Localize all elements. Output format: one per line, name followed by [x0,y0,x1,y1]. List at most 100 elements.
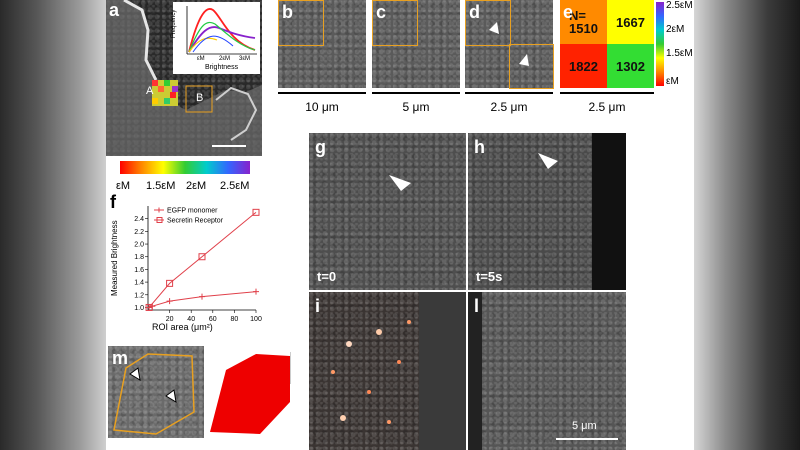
chart-legend-marker-1 [156,217,163,223]
panel-e-cell-2: 1667 [607,0,654,44]
inset-histogram: Frequency εM 2εM 3εM Brightness [171,2,260,74]
chart-ytick-label-0: 1.0 [134,305,144,312]
panel-a-label: a [109,0,120,20]
panel-g-time: t=0 [317,269,337,284]
panel-d-label: d [469,2,480,22]
background-blur-left [0,0,106,450]
panel-i-right-region [419,292,466,450]
chart-point-0-4 [253,288,259,295]
panel-b-roi-box [278,0,324,46]
panel-m-outline [113,353,195,435]
panel-g-arrow [389,175,411,191]
panel-c-image: c [372,0,460,88]
colorbar-horizontal [120,161,250,174]
chart-xtick-label-2: 60 [209,316,217,323]
chart-xtick-label-3: 80 [231,316,239,323]
colorbar-v-tick-4: εM [666,76,679,87]
colorbar-h-tick-3: 2εM [186,180,207,192]
chart-xtick-label-4: 100 [250,316,262,323]
inset-ylabel: Frequency [171,9,177,38]
panel-m-label: m [112,348,129,368]
chart-point-1-2 [198,253,206,261]
colorbar-v-tick-1: 2.5εM [666,0,693,11]
panel-e-cell-1: N= 1510 [560,0,607,44]
chart-ytick-label-4: 1.8 [134,254,144,261]
chart-point-1-0 [145,303,153,311]
divider-line [290,352,291,384]
chart-legend-label-1: Secretin Receptor [167,218,224,225]
panel-l-label: l [474,296,480,316]
panel-g-label: g [315,137,326,157]
colorbar-h-tick-1: εM [116,180,131,192]
chart-ytick-label-1: 1.2 [134,292,144,299]
scalebar-c [372,92,460,94]
panel-m-mask [210,354,290,434]
panel-h-arrow [538,153,558,169]
chart-ytick-label-3: 1.6 [134,267,144,274]
scalebar-d [465,92,553,94]
chart-series-line-0 [148,291,257,308]
inset-xlabel: Brightness [205,64,239,71]
panel-c-roi-box [372,0,418,46]
inset-tick-3: 3εM [239,56,251,62]
panel-i-spots [331,320,411,424]
chart-ytick-label-6: 2.2 [134,229,144,236]
panel-e-label: e [563,2,574,22]
figure: a A B Frequency εM 2εM 3εM Brightness εM… [106,0,694,450]
chart-xlabel: ROI area (μm²) [152,322,213,332]
chart-series-line-1 [148,211,257,308]
panel-e-cell-3: 1822 [560,44,607,88]
panel-e-cell-4: 1302 [607,44,654,88]
panel-d-roi-box-2 [509,44,554,89]
panel-e-grid: N= 1510 1667 1822 1302 e [560,0,654,88]
colorbar-v-tick-2: 2εM [666,24,685,35]
panel-b-label: b [282,2,293,22]
chart-legend-label-0: EGFP monomer [167,208,218,215]
chart-point-0-2 [166,298,173,305]
scale-e-label: 2.5 μm [588,100,626,114]
panel-l-scalebar [556,438,618,440]
cell-outline [106,0,262,156]
scale-c-label: 5 μm [402,100,430,114]
panel-d-image: d [465,0,554,89]
chart-point-1-1 [166,279,174,287]
chart-point-0-3 [199,293,205,300]
panel-d-arrows [489,22,529,66]
panel-i-label: i [315,296,321,316]
chart-point-1-3 [252,208,260,216]
inset-histogram-plot [186,6,257,55]
colorbar-h-tick-4: 2.5εM [220,180,250,192]
colorbar-vertical [656,2,664,86]
panel-m-image: m [108,346,204,438]
panel-f-chart: 20 40 60 80 100 1.0 1.2 1.4 1.6 1.8 2.0 2.2 2.4 EGFP … [134,206,262,323]
colorbar-h-tick-2: 1.5εM [146,180,176,192]
chart-xtick-label-1: 40 [187,316,195,323]
roi-a-label: A [146,85,154,97]
panel-h-dark-region [592,133,626,290]
panel-f-label: f [110,192,116,212]
panel-b-image: b [278,0,366,88]
panel-h-label: h [474,137,485,157]
panel-h-time: t=5s [476,269,503,284]
panel-l-scale-label: 5 μm [572,420,597,432]
panel-g-image: g t=0 [309,133,466,290]
chart-ytick-label-7: 2.4 [134,216,144,223]
chart-legend-marker-0 [156,207,162,213]
chart-ytick-label-5: 2.0 [134,242,144,249]
roi-b-label: B [196,92,204,104]
scalebar-b [278,92,366,94]
panel-c-label: c [376,2,387,22]
colorbar-v-tick-3: 1.5εM [666,48,693,59]
background-blur-right [694,0,800,450]
chart-ylabel: Measured Brightness [110,220,119,296]
inset-tick-2: 2εM [219,56,231,62]
panel-h-image: h t=5s [468,133,626,290]
scale-d-label: 2.5 μm [490,100,528,114]
inset-tick-1: εM [197,56,205,62]
panel-d-roi-box-1 [465,0,511,46]
panel-l-image: l 5 μm [468,292,626,450]
scalebar-e [560,92,654,94]
panel-l-dark-edge [468,292,482,450]
chart-xtick-label-0: 20 [166,316,174,323]
panel-i-image: i [309,292,466,450]
